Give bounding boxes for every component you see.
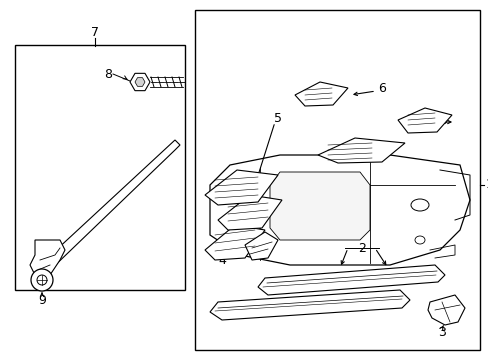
Polygon shape: [218, 195, 282, 230]
Polygon shape: [130, 73, 150, 91]
Polygon shape: [40, 140, 180, 275]
Text: 9: 9: [38, 293, 46, 306]
Ellipse shape: [239, 217, 261, 233]
Text: 5: 5: [273, 112, 282, 125]
Circle shape: [37, 275, 47, 285]
Polygon shape: [209, 290, 409, 320]
Text: 3: 3: [234, 246, 242, 258]
Bar: [195, 10, 479, 350]
Polygon shape: [294, 82, 347, 106]
Ellipse shape: [414, 236, 424, 244]
Polygon shape: [269, 172, 369, 240]
Polygon shape: [317, 138, 404, 163]
Bar: [15, 45, 184, 290]
Polygon shape: [135, 78, 145, 86]
Polygon shape: [244, 232, 278, 260]
Text: 3: 3: [437, 325, 445, 338]
Polygon shape: [204, 170, 278, 205]
Circle shape: [31, 269, 53, 291]
Polygon shape: [427, 295, 464, 325]
Polygon shape: [209, 155, 469, 265]
Polygon shape: [258, 265, 444, 295]
Text: 4: 4: [254, 211, 262, 225]
Text: 7: 7: [91, 27, 99, 40]
Text: 8: 8: [104, 68, 112, 81]
Text: 6: 6: [438, 113, 446, 126]
Text: 4: 4: [218, 253, 225, 266]
Ellipse shape: [410, 199, 428, 211]
Text: 6: 6: [377, 81, 385, 94]
Text: 1: 1: [485, 179, 488, 192]
Polygon shape: [397, 108, 451, 133]
Polygon shape: [30, 240, 65, 275]
Text: 5: 5: [355, 141, 363, 154]
Polygon shape: [204, 225, 264, 260]
Text: 2: 2: [357, 242, 365, 255]
